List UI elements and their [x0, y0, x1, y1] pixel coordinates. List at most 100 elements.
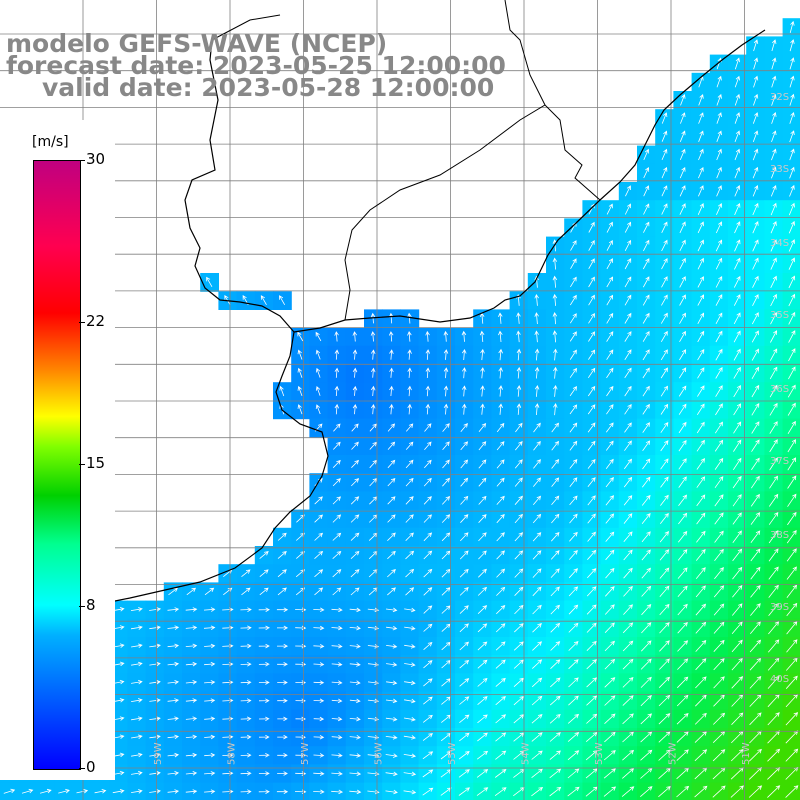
wind-arrow — [753, 75, 759, 88]
wind-speed-cell — [618, 218, 638, 238]
wind-arrow — [752, 202, 759, 216]
wind-arrow — [676, 785, 690, 798]
wind-arrow — [604, 677, 616, 688]
wind-arrow — [716, 93, 722, 106]
wind-arrow — [788, 275, 796, 289]
wind-arrow — [604, 695, 616, 706]
wind-arrow — [769, 439, 778, 453]
wind-speed-cell — [491, 746, 511, 765]
wind-arrow — [351, 459, 359, 468]
wind-arrow — [495, 659, 506, 669]
wind-speed-cell — [345, 782, 365, 800]
wind-speed-cell — [564, 728, 583, 747]
wind-arrow — [604, 640, 615, 652]
wind-speed-cell — [691, 673, 711, 693]
wind-arrow — [569, 313, 577, 324]
wind-speed-cell — [764, 491, 784, 511]
wind-arrow — [149, 679, 161, 685]
wind-arrow — [606, 221, 613, 233]
wind-arrow — [367, 662, 380, 667]
wind-arrow — [370, 403, 376, 415]
wind-speed-cell — [564, 236, 583, 256]
wind-arrow — [404, 680, 416, 686]
wind-speed-cell — [746, 509, 765, 529]
wind-arrow — [478, 532, 487, 542]
wind-speed-cell — [455, 455, 474, 474]
wind-speed-cell — [546, 618, 565, 638]
wind-arrow — [752, 148, 759, 161]
wind-arrow — [550, 659, 561, 669]
wind-arrow — [643, 203, 650, 215]
wind-arrow — [752, 185, 759, 197]
wind-arrow — [461, 385, 467, 397]
wind-arrow — [313, 734, 325, 740]
wind-arrow — [770, 312, 777, 325]
wind-arrow — [606, 203, 613, 215]
wind-speed-cell — [364, 582, 383, 602]
wind-speed-cell — [582, 327, 602, 347]
wind-arrow — [605, 476, 614, 488]
wind-speed-cell — [600, 455, 620, 474]
wind-arrow — [460, 532, 469, 542]
wind-arrow — [131, 770, 143, 776]
wind-arrow — [549, 695, 561, 706]
wind-arrow — [297, 367, 303, 378]
wind-speed-cell — [473, 509, 492, 529]
wind-speed-cell — [691, 582, 711, 602]
wind-speed-cell — [418, 527, 438, 547]
latitude-label: 34S — [770, 238, 789, 249]
wind-arrow — [478, 441, 487, 451]
wind-arrow — [516, 366, 522, 379]
wind-speed-cell — [345, 527, 365, 547]
wind-speed-cell — [163, 582, 183, 602]
wind-speed-cell — [728, 764, 747, 784]
wind-speed-cell — [509, 673, 529, 693]
wind-arrow — [423, 550, 433, 560]
wind-speed-cell — [600, 236, 620, 256]
wind-arrow — [625, 185, 631, 197]
wind-arrow — [387, 496, 396, 505]
wind-speed-cell — [728, 527, 747, 547]
wind-speed-cell — [273, 564, 292, 583]
wind-arrow — [603, 768, 616, 779]
wind-speed-cell — [582, 345, 602, 365]
wind-speed-cell — [582, 509, 602, 529]
wind-arrow — [771, 93, 777, 106]
wind-arrow — [605, 513, 615, 524]
wind-speed-cell — [746, 673, 765, 693]
wind-arrow — [407, 367, 412, 378]
wind-arrow — [569, 404, 578, 415]
wind-speed-cell — [546, 728, 565, 747]
wind-speed-cell — [600, 382, 620, 401]
wind-speed-cell — [637, 746, 656, 765]
wind-arrow — [624, 349, 632, 361]
wind-arrow — [622, 695, 634, 706]
wind-arrow — [369, 423, 377, 432]
wind-speed-cell — [546, 582, 565, 602]
wind-arrow — [753, 39, 759, 52]
wind-arrow — [679, 130, 686, 142]
wind-arrow — [771, 75, 777, 88]
latitude-label: 40S — [770, 674, 789, 685]
wind-arrow — [715, 312, 723, 324]
wind-speed-cell — [655, 418, 674, 438]
wind-speed-cell — [527, 582, 547, 602]
wind-arrow — [569, 349, 577, 360]
wind-arrow — [478, 568, 487, 578]
wind-speed-cell — [637, 509, 656, 529]
wind-speed-cell — [655, 309, 674, 329]
wind-speed-cell — [455, 491, 474, 511]
wind-speed-cell — [546, 746, 565, 765]
wind-arrow — [731, 712, 744, 725]
wind-speed-cell — [327, 418, 347, 438]
wind-arrow — [461, 403, 467, 415]
wind-arrow — [277, 753, 288, 758]
wind-speed-cell — [709, 564, 729, 583]
wind-arrow — [385, 753, 398, 758]
wind-speed-cell — [764, 546, 784, 565]
wind-arrow — [534, 293, 539, 306]
wind-speed-cell — [564, 618, 583, 638]
wind-speed-cell — [691, 709, 711, 729]
wind-arrow — [660, 367, 668, 379]
wind-speed-cell — [491, 509, 511, 529]
